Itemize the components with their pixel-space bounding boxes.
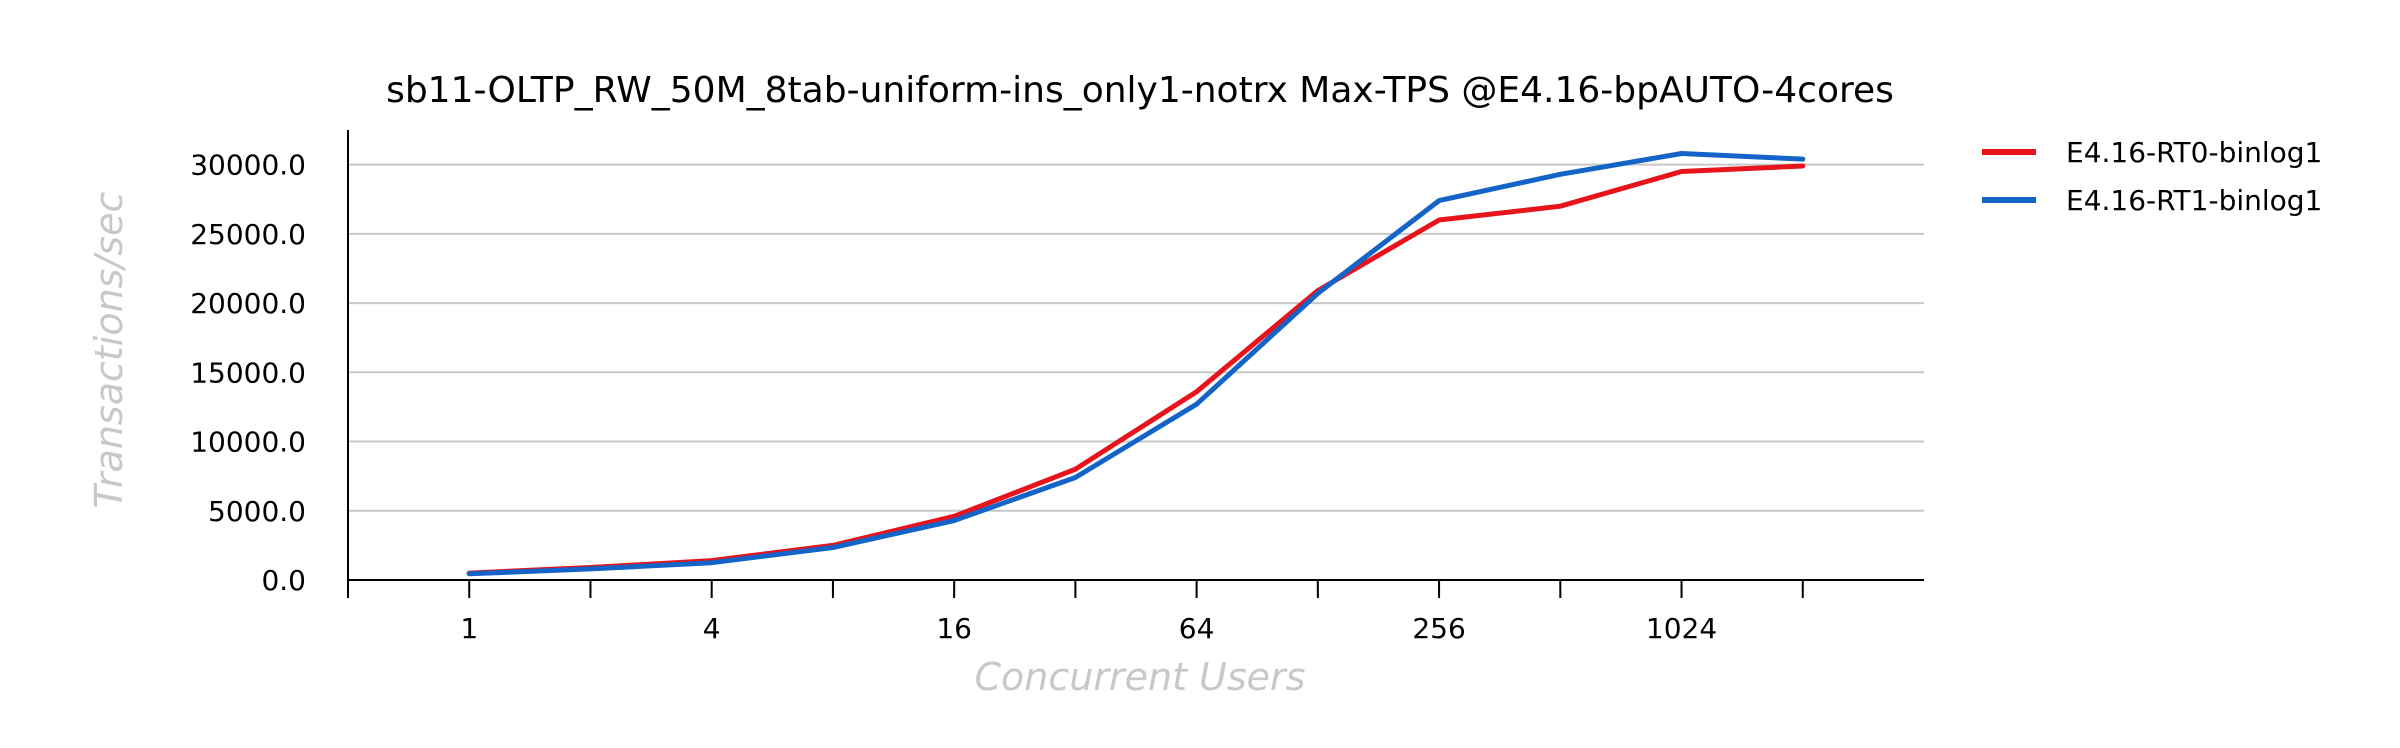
x-tick-label: 64 xyxy=(1179,612,1215,645)
y-tick-label: 30000.0 xyxy=(190,149,306,182)
series-line-1 xyxy=(466,163,1806,576)
x-tick-label: 1 xyxy=(460,612,478,645)
x-tick-label: 16 xyxy=(936,612,972,645)
gridlines xyxy=(348,163,1924,512)
y-tick-label: 5000.0 xyxy=(208,495,306,528)
chart-title: sb11-OLTP_RW_50M_8tab-uniform-ins_only1-… xyxy=(386,70,1894,111)
x-tick-label: 1024 xyxy=(1646,612,1717,645)
series-lines xyxy=(466,151,1806,577)
legend-label: E4.16-RT1-binlog1 xyxy=(2066,184,2322,217)
y-tick-label: 0.0 xyxy=(261,564,306,597)
x-tick-label: 256 xyxy=(1412,612,1465,645)
y-tick-label: 15000.0 xyxy=(190,356,306,389)
y-tick-label: 10000.0 xyxy=(190,426,306,459)
y-tick-label: 20000.0 xyxy=(190,287,306,320)
y-tick-label: 25000.0 xyxy=(190,218,306,251)
legend-label: E4.16-RT0-binlog1 xyxy=(2066,136,2322,169)
y-axis-title: Transactions/sec xyxy=(87,192,131,509)
series-line-2 xyxy=(466,151,1806,577)
axes: 0.0 5000.0 10000.0 15000.0 20000.0 25000.0 300… xyxy=(190,130,1924,645)
x-axis-title: Concurrent Users xyxy=(975,655,1306,699)
legend: E4.16-RT0-binlog1 E4.16-RT1-binlog1 xyxy=(1982,136,2322,217)
x-tick-label: 4 xyxy=(703,612,721,645)
